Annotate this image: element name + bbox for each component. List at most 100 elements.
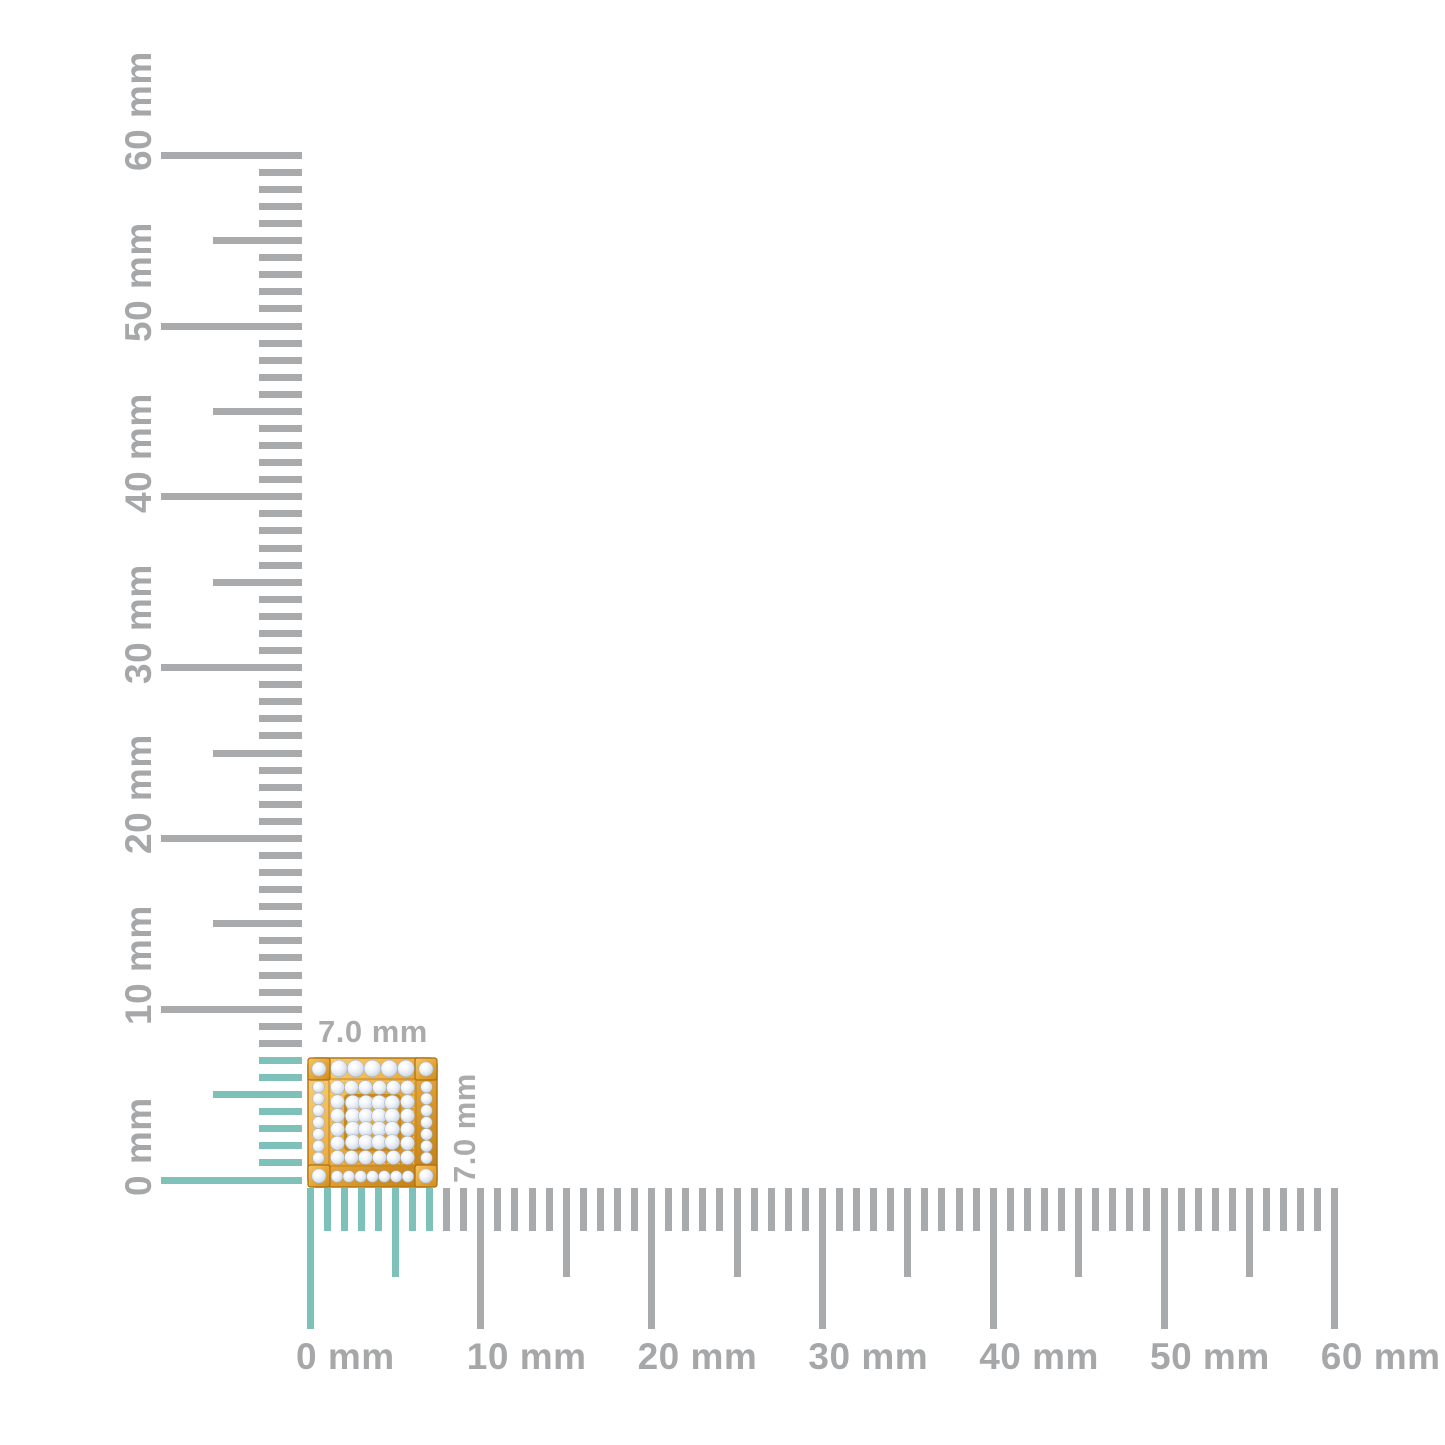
vertical-tick-32mm: [259, 629, 302, 637]
horizontal-tick-14mm: [545, 1188, 553, 1231]
vertical-tick-4mm: [259, 1108, 302, 1116]
horizontal-tick-35mm: [904, 1188, 912, 1277]
horizontal-ruler-label-20mm: 20 mm: [637, 1336, 758, 1377]
vertical-tick-18mm: [259, 869, 302, 877]
horizontal-tick-10mm: [477, 1188, 485, 1329]
vertical-tick-51mm: [259, 305, 302, 313]
vertical-tick-36mm: [259, 561, 302, 569]
vertical-tick-42mm: [259, 459, 302, 467]
horizontal-tick-49mm: [1143, 1188, 1151, 1231]
vertical-tick-44mm: [259, 424, 302, 432]
vertical-tick-40mm: [161, 493, 302, 501]
horizontal-tick-19mm: [631, 1188, 639, 1231]
vertical-tick-19mm: [259, 851, 302, 859]
vertical-tick-34mm: [259, 595, 302, 603]
horizontal-tick-55mm: [1245, 1188, 1253, 1277]
vertical-tick-7mm: [259, 1056, 302, 1064]
horizontal-tick-9mm: [460, 1188, 468, 1231]
horizontal-tick-45mm: [1075, 1188, 1083, 1277]
vertical-tick-23mm: [259, 783, 302, 791]
vertical-tick-16mm: [259, 903, 302, 911]
vertical-tick-49mm: [259, 339, 302, 347]
horizontal-ruler-label-0mm: 0 mm: [296, 1336, 395, 1377]
vertical-ruler-label-60mm: 60 mm: [118, 51, 159, 172]
vertical-tick-45mm: [213, 407, 302, 415]
horizontal-tick-6mm: [408, 1188, 416, 1231]
horizontal-tick-56mm: [1262, 1188, 1270, 1231]
horizontal-tick-34mm: [887, 1188, 895, 1231]
vertical-tick-14mm: [259, 937, 302, 945]
vertical-tick-25mm: [213, 749, 302, 757]
horizontal-tick-51mm: [1177, 1188, 1185, 1231]
horizontal-tick-12mm: [511, 1188, 519, 1231]
horizontal-tick-29mm: [801, 1188, 809, 1231]
vertical-tick-54mm: [259, 254, 302, 262]
horizontal-tick-31mm: [835, 1188, 843, 1231]
vertical-tick-39mm: [259, 510, 302, 518]
horizontal-tick-54mm: [1228, 1188, 1236, 1231]
horizontal-tick-13mm: [528, 1188, 536, 1231]
vertical-tick-43mm: [259, 442, 302, 450]
horizontal-tick-26mm: [750, 1188, 758, 1231]
horizontal-tick-40mm: [989, 1188, 997, 1329]
vertical-tick-57mm: [259, 202, 302, 210]
vertical-tick-3mm: [259, 1125, 302, 1133]
horizontal-tick-24mm: [716, 1188, 724, 1231]
horizontal-tick-47mm: [1109, 1188, 1117, 1231]
horizontal-tick-44mm: [1058, 1188, 1066, 1231]
horizontal-tick-48mm: [1126, 1188, 1134, 1231]
horizontal-tick-60mm: [1331, 1188, 1339, 1329]
horizontal-tick-38mm: [955, 1188, 963, 1231]
horizontal-tick-0mm: [306, 1188, 314, 1329]
horizontal-tick-32mm: [853, 1188, 861, 1231]
earring-image: [307, 1057, 438, 1188]
vertical-tick-41mm: [259, 476, 302, 484]
horizontal-tick-25mm: [733, 1188, 741, 1277]
vertical-tick-52mm: [259, 288, 302, 296]
vertical-tick-0mm: [161, 1176, 302, 1184]
vertical-tick-11mm: [259, 988, 302, 996]
horizontal-tick-36mm: [921, 1188, 929, 1231]
vertical-tick-31mm: [259, 647, 302, 655]
horizontal-tick-11mm: [494, 1188, 502, 1231]
height-measurement-label: 7.0 mm: [447, 1073, 482, 1183]
vertical-tick-8mm: [259, 1039, 302, 1047]
horizontal-tick-16mm: [579, 1188, 587, 1231]
vertical-tick-10mm: [161, 1005, 302, 1013]
vertical-tick-1mm: [259, 1159, 302, 1167]
vertical-tick-2mm: [259, 1142, 302, 1150]
vertical-tick-20mm: [161, 834, 302, 842]
horizontal-tick-59mm: [1314, 1188, 1322, 1231]
vertical-tick-26mm: [259, 732, 302, 740]
horizontal-tick-7mm: [426, 1188, 434, 1231]
horizontal-tick-21mm: [665, 1188, 673, 1231]
vertical-tick-22mm: [259, 800, 302, 808]
horizontal-tick-42mm: [1023, 1188, 1031, 1231]
vertical-tick-53mm: [259, 271, 302, 279]
vertical-tick-28mm: [259, 698, 302, 706]
vertical-tick-30mm: [161, 664, 302, 672]
horizontal-tick-2mm: [340, 1188, 348, 1231]
vertical-tick-59mm: [259, 168, 302, 176]
vertical-tick-48mm: [259, 356, 302, 364]
vertical-ruler-label-20mm: 20 mm: [118, 734, 159, 855]
vertical-tick-55mm: [213, 237, 302, 245]
vertical-tick-15mm: [213, 920, 302, 928]
horizontal-tick-33mm: [870, 1188, 878, 1231]
vertical-tick-56mm: [259, 220, 302, 228]
horizontal-tick-22mm: [682, 1188, 690, 1231]
horizontal-tick-1mm: [323, 1188, 331, 1231]
width-measurement-label: 7.0 mm: [318, 1014, 428, 1049]
vertical-ruler-label-50mm: 50 mm: [118, 222, 159, 342]
horizontal-tick-58mm: [1297, 1188, 1305, 1231]
vertical-tick-12mm: [259, 971, 302, 979]
horizontal-tick-57mm: [1280, 1188, 1288, 1231]
horizontal-tick-27mm: [767, 1188, 775, 1231]
vertical-tick-60mm: [161, 151, 302, 159]
vertical-tick-33mm: [259, 612, 302, 620]
vertical-tick-47mm: [259, 373, 302, 381]
vertical-tick-21mm: [259, 817, 302, 825]
horizontal-tick-4mm: [374, 1188, 382, 1231]
vertical-ruler-label-0mm: 0 mm: [118, 1097, 159, 1196]
horizontal-tick-5mm: [391, 1188, 399, 1277]
